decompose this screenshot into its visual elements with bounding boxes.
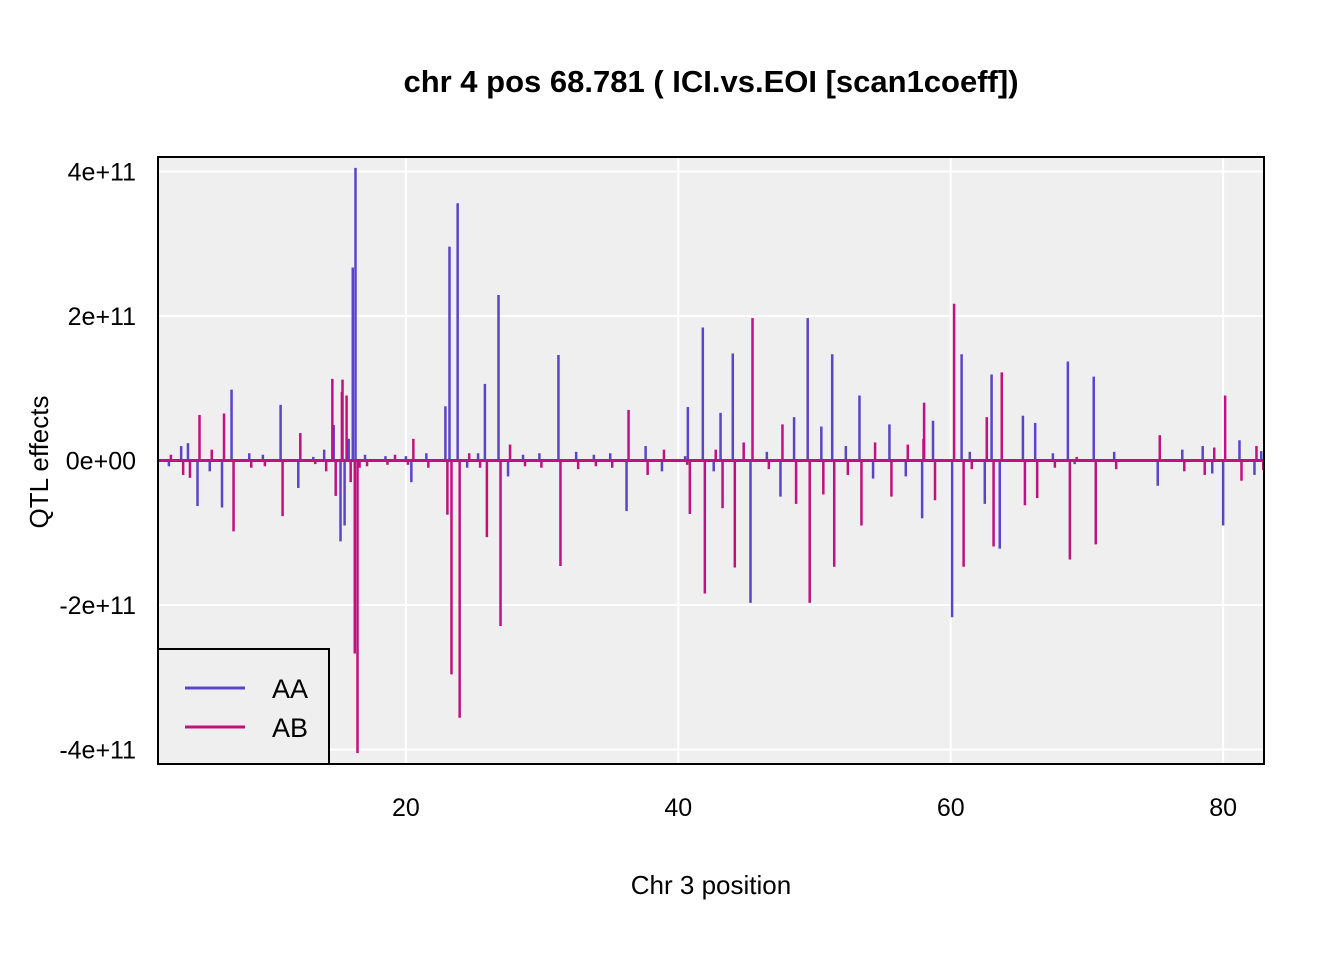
series-ab [158,303,1265,754]
y-tick-label: 4e+11 [68,158,136,186]
chart-title: chr 4 pos 68.781 ( ICI.vs.EOI [scan1coef… [403,64,1018,99]
x-axis-label: Chr 3 position [631,870,791,900]
legend-box [157,648,330,765]
x-tick-label: 40 [664,794,692,822]
y-axis-ticks: 4e+11 2e+11 0e+00 -2e+11 -4e+11 [59,158,136,764]
x-tick-label: 80 [1209,794,1237,822]
x-axis-ticks: 20 40 60 80 [392,794,1237,822]
x-tick-label: 60 [937,794,965,822]
plot-border [157,156,1265,765]
y-axis-label: QTL effects [24,396,54,529]
legend-label-aa: AA [272,674,308,704]
y-tick-label: 0e+00 [66,448,136,476]
x-tick-label: 20 [392,794,420,822]
legend: AA AB [157,648,330,765]
y-tick-label: -2e+11 [59,592,136,620]
y-tick-label: 2e+11 [68,303,136,331]
legend-label-ab: AB [272,713,308,743]
y-tick-label: -4e+11 [59,737,136,765]
